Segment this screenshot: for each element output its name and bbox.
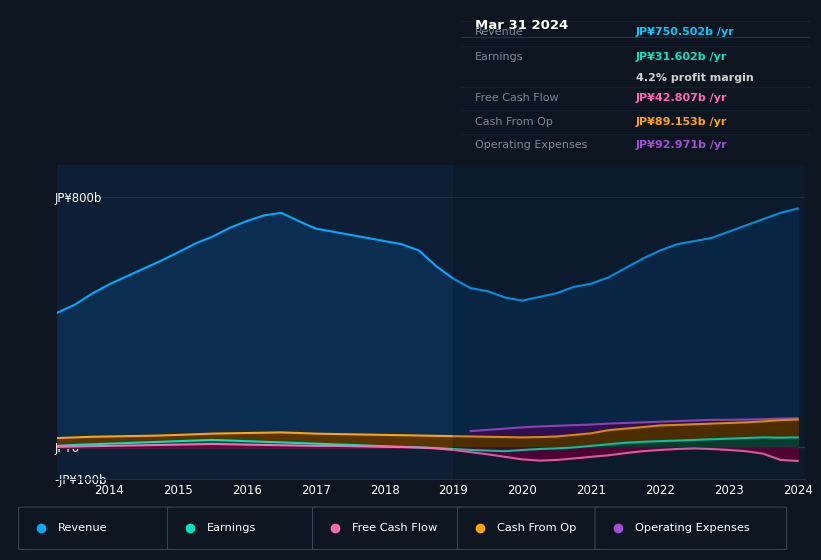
Text: Earnings: Earnings xyxy=(207,523,256,533)
Text: Operating Expenses: Operating Expenses xyxy=(635,523,750,533)
FancyBboxPatch shape xyxy=(595,507,787,549)
Text: Cash From Op: Cash From Op xyxy=(475,116,553,127)
Text: JP¥89.153b /yr: JP¥89.153b /yr xyxy=(636,116,727,127)
Text: Cash From Op: Cash From Op xyxy=(498,523,576,533)
FancyBboxPatch shape xyxy=(313,507,464,549)
FancyBboxPatch shape xyxy=(457,507,601,549)
Text: JP¥750.502b /yr: JP¥750.502b /yr xyxy=(636,27,735,37)
FancyBboxPatch shape xyxy=(167,507,319,549)
Text: Revenue: Revenue xyxy=(58,523,108,533)
Text: JP¥42.807b /yr: JP¥42.807b /yr xyxy=(636,93,727,103)
Text: JP¥92.971b /yr: JP¥92.971b /yr xyxy=(636,140,727,150)
Text: Revenue: Revenue xyxy=(475,27,524,37)
Text: JP¥31.602b /yr: JP¥31.602b /yr xyxy=(636,52,727,62)
Text: 4.2% profit margin: 4.2% profit margin xyxy=(636,73,754,83)
Text: Free Cash Flow: Free Cash Flow xyxy=(475,93,559,103)
Text: Earnings: Earnings xyxy=(475,52,524,62)
Text: Mar 31 2024: Mar 31 2024 xyxy=(475,20,569,32)
Text: Free Cash Flow: Free Cash Flow xyxy=(352,523,438,533)
Text: Operating Expenses: Operating Expenses xyxy=(475,140,588,150)
Bar xyxy=(453,165,805,479)
FancyBboxPatch shape xyxy=(19,507,172,549)
